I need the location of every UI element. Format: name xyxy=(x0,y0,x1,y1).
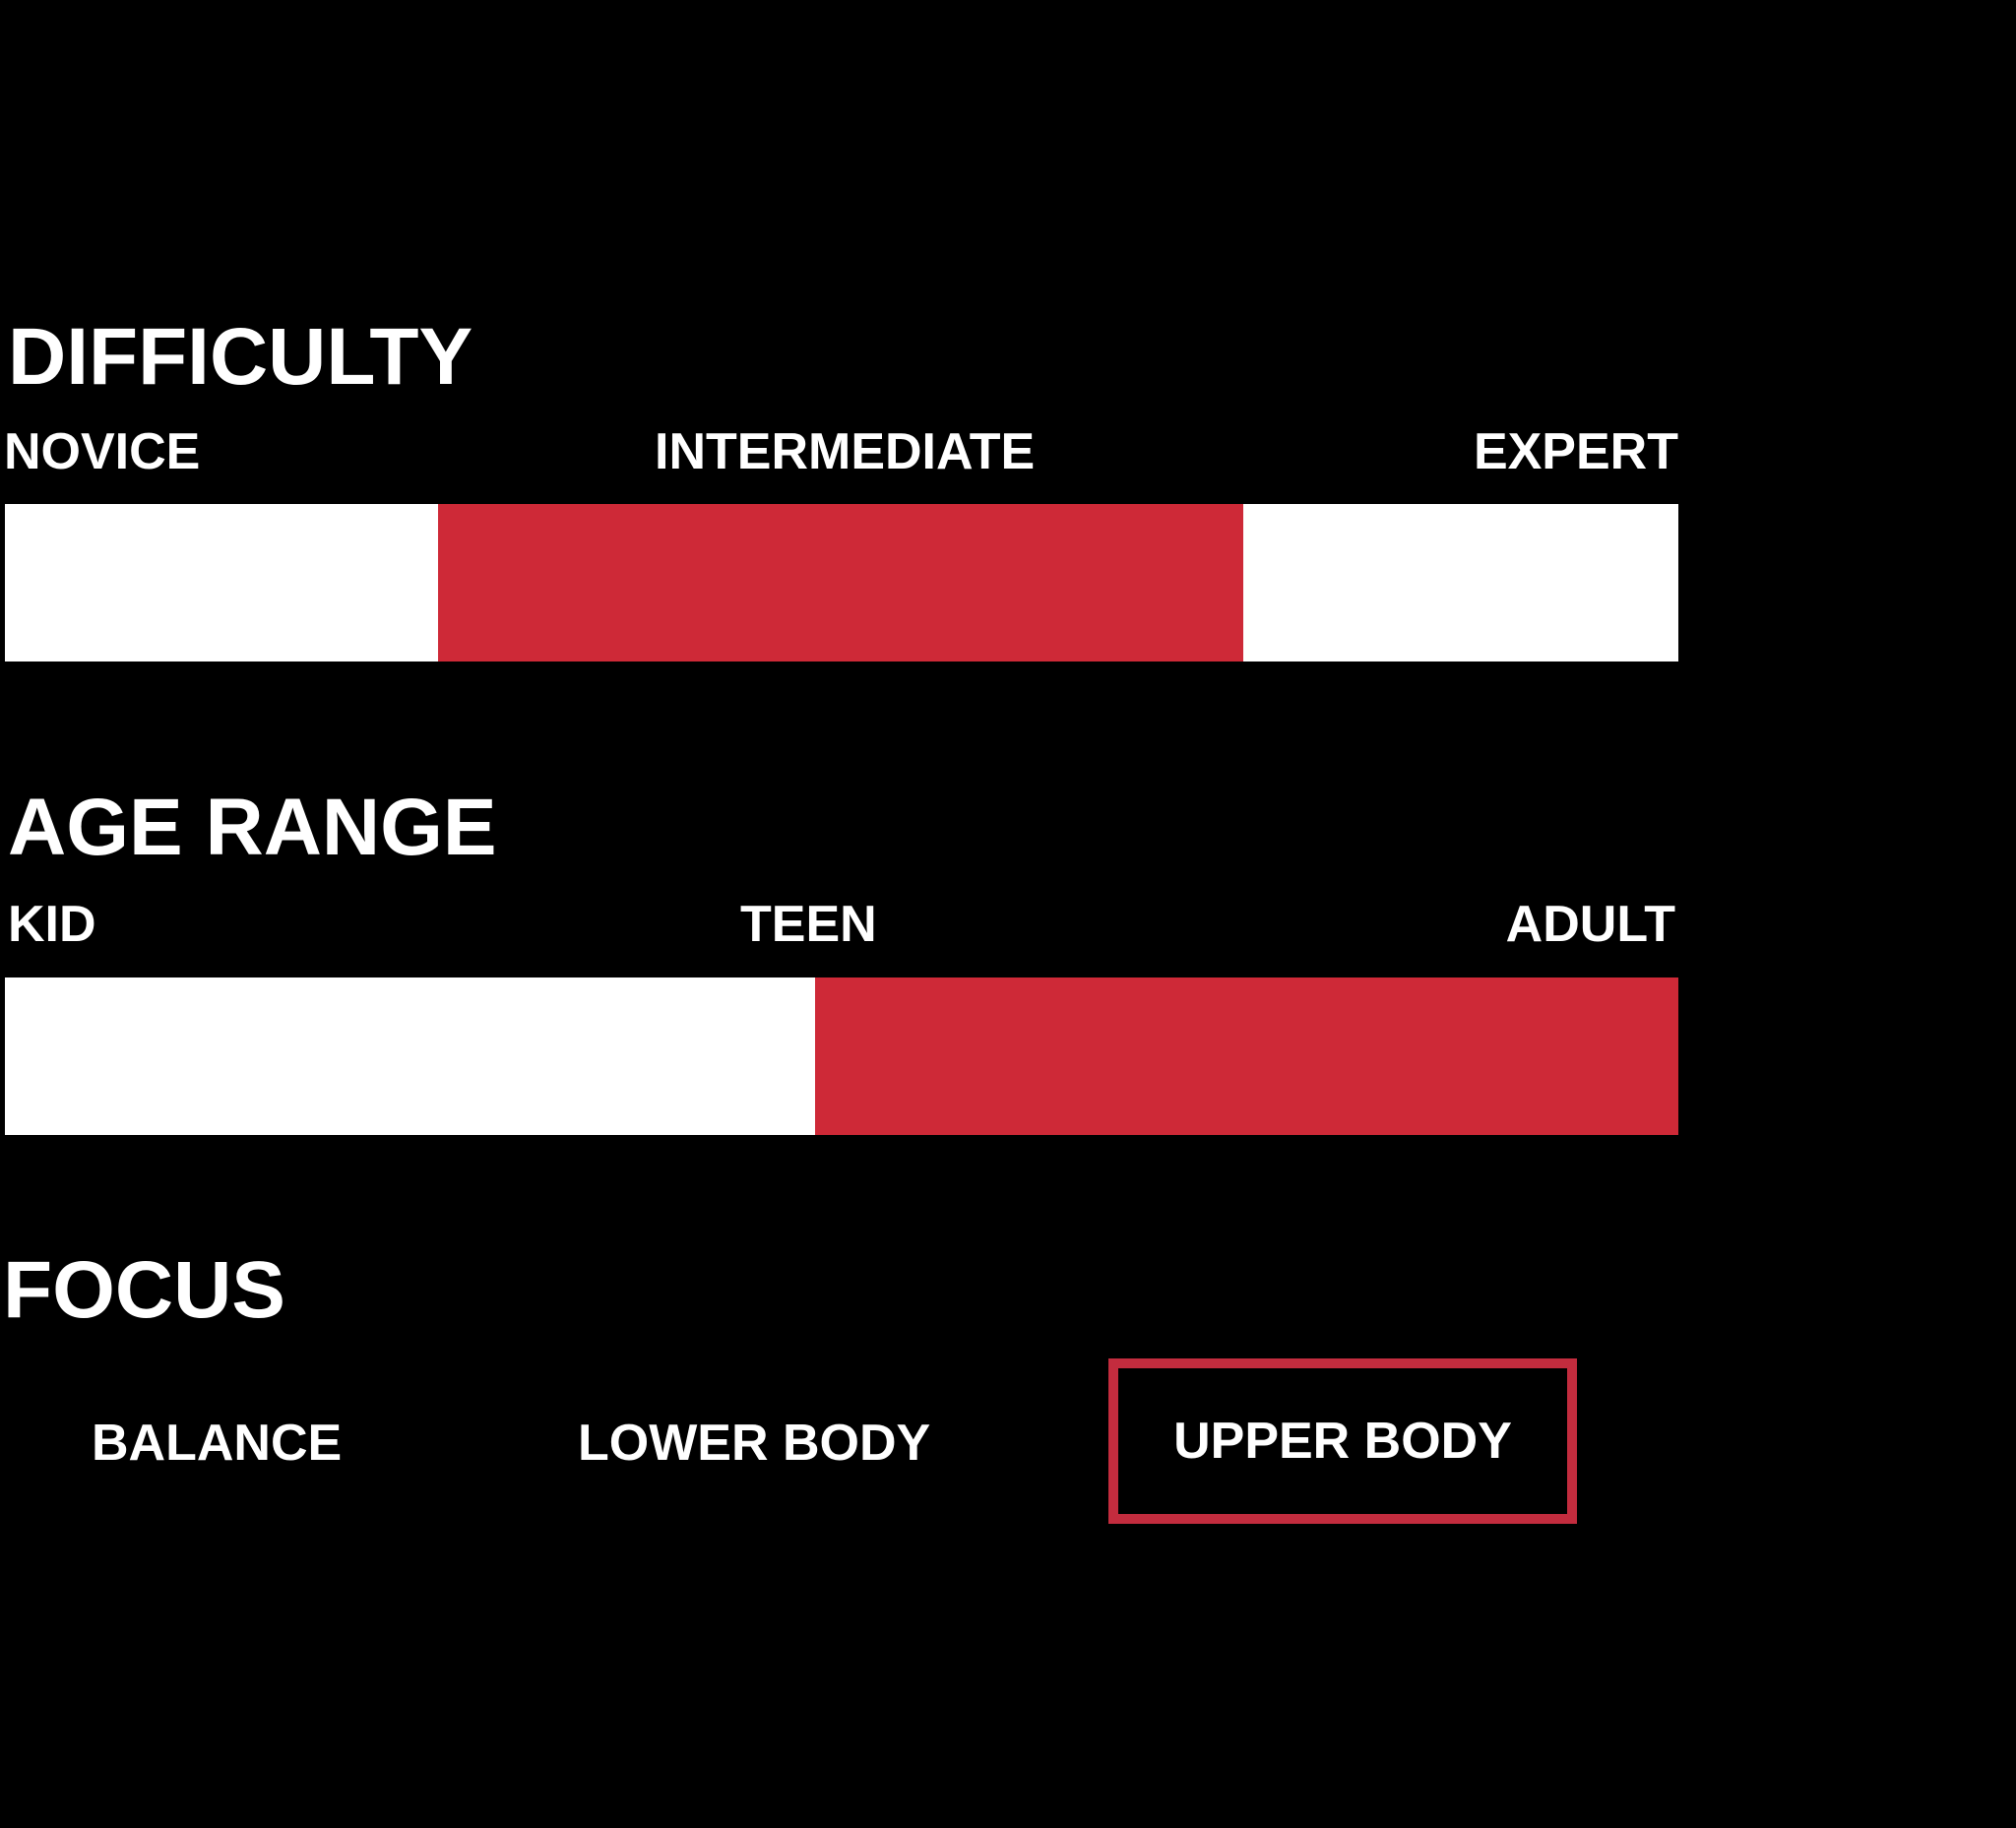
age-range-bar xyxy=(5,977,1678,1135)
age-label-kid: KID xyxy=(8,896,96,953)
difficulty-bar xyxy=(5,504,1678,662)
focus-option-lower-body: LOWER BODY xyxy=(578,1415,931,1472)
age-segment-kid xyxy=(5,977,815,1135)
age-segment-teen-adult-active xyxy=(814,977,1678,1135)
difficulty-segment-expert xyxy=(1242,504,1678,662)
focus-option-upper-body-selected-box: UPPER BODY xyxy=(1108,1358,1577,1524)
focus-option-upper-body: UPPER BODY xyxy=(1173,1413,1512,1470)
age-label-adult: ADULT xyxy=(1505,896,1675,953)
difficulty-segment-intermediate-active xyxy=(438,504,1243,662)
focus-heading: FOCUS xyxy=(3,1245,285,1335)
age-label-teen: TEEN xyxy=(740,896,877,953)
focus-option-balance: BALANCE xyxy=(92,1415,343,1472)
difficulty-label-intermediate: INTERMEDIATE xyxy=(655,423,1036,480)
age-range-heading: AGE RANGE xyxy=(8,783,497,872)
difficulty-segment-novice xyxy=(5,504,439,662)
difficulty-label-novice: NOVICE xyxy=(4,423,201,480)
difficulty-label-expert: EXPERT xyxy=(1473,423,1678,480)
difficulty-heading: DIFFICULTY xyxy=(8,312,473,402)
